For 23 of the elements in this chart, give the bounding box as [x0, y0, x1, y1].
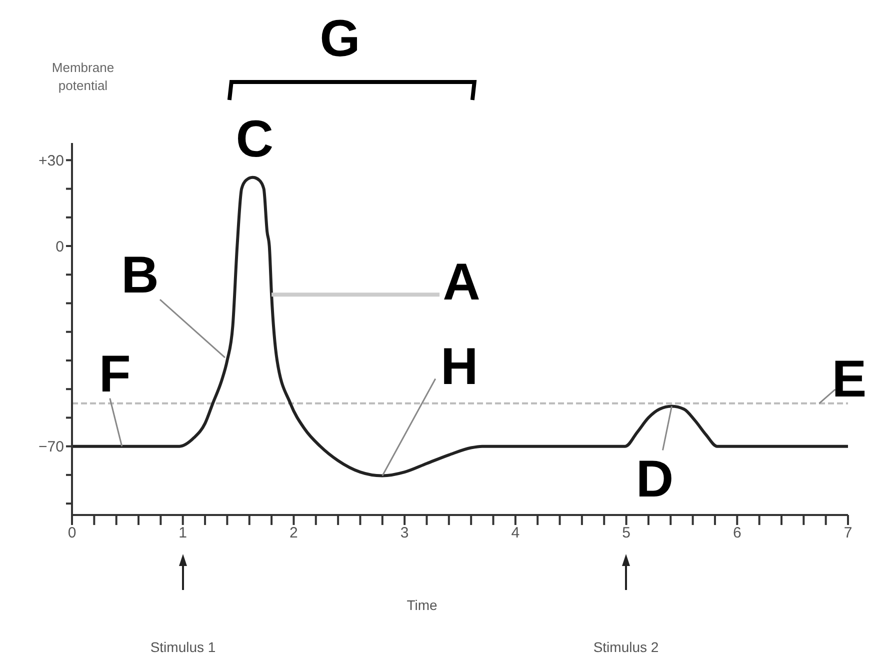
annotation: C — [236, 110, 274, 168]
y-tick-label: +30 — [38, 152, 64, 170]
y-tick-label: 0 — [56, 238, 64, 256]
text: Stimulus 2 — [593, 639, 659, 655]
x-tick-label: 3 — [400, 524, 409, 542]
x-tick-label: 4 — [511, 524, 520, 542]
x-axis-title: Time — [406, 597, 438, 613]
text: Stimulus 1 — [150, 639, 216, 655]
x-tick-label: 6 — [732, 524, 742, 542]
y-axis-title: Membrane potential — [52, 60, 114, 93]
y-tick-label: −70 — [38, 438, 64, 456]
x-tick-label: 7 — [844, 524, 852, 542]
annotation: A — [442, 254, 480, 312]
annotation: F — [99, 345, 131, 404]
annotation: B — [121, 246, 159, 305]
annotation: E — [832, 350, 867, 408]
x-tick-label: 5 — [622, 524, 630, 542]
x-tick-label: 2 — [290, 524, 298, 542]
x-tick-label: 1 — [178, 524, 188, 542]
annotation: D — [636, 450, 674, 508]
annotation: H — [440, 338, 478, 396]
x-tick-label: 0 — [68, 524, 76, 542]
text: G — [320, 10, 360, 68]
